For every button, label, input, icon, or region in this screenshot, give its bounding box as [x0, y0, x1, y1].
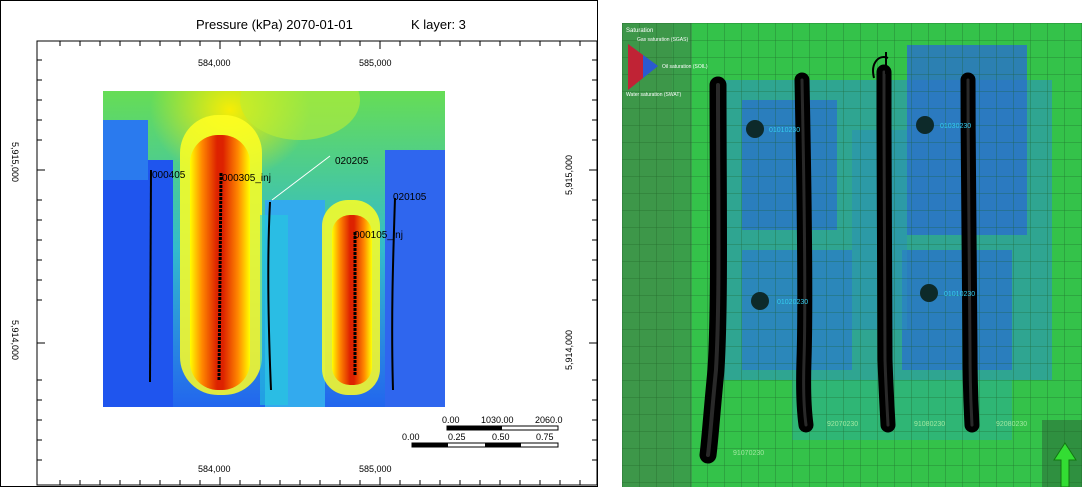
well-label-020205: 020205: [335, 156, 369, 167]
well-trace-020205: [267, 201, 272, 391]
scale-bottom-0: 0.00: [402, 432, 420, 442]
well-label-5: 91070230: [733, 450, 764, 457]
y-tick-left-2: 5,914,000: [10, 320, 20, 360]
well-label-000305-inj: 000305_inj: [222, 173, 271, 184]
scale-bottom-2: 0.50: [492, 432, 510, 442]
x-tick-top-2: 585,000: [359, 58, 392, 68]
scale-bottom-1: 0.25: [448, 432, 466, 442]
saturation-legend: Saturation Gas saturation (SGAS) Oil sat…: [626, 28, 708, 98]
scale-bar: 0.00 1030.00 2060.0 0.00 0.25 0.50 0.75: [402, 415, 563, 448]
x-tick-top-1: 584,000: [198, 58, 231, 68]
well-trace-000405: [149, 169, 152, 383]
scale-top-1: 1030.00: [481, 415, 514, 425]
map-title: Pressure (kPa) 2070-01-01: [196, 17, 353, 32]
x-tick-bottom-2: 585,000: [359, 464, 392, 474]
well-trace-020105: [391, 197, 396, 391]
well-label-7: 91080230: [914, 421, 945, 428]
well-label-8: 92080230: [996, 421, 1027, 428]
scale-bottom-3: 0.75: [536, 432, 554, 442]
well-label-000105-inj: 000105_inj: [354, 230, 403, 241]
legend-gas: Gas saturation (SGAS): [637, 37, 688, 43]
well-marker-2: [916, 116, 934, 134]
pressure-field: [103, 91, 445, 407]
layer-label: K layer: 3: [411, 17, 466, 32]
pressure-map-panel: Pressure (kPa) 2070-01-01 K layer: 3 584…: [0, 0, 598, 487]
y-tick-left-1: 5,915,000: [10, 142, 20, 182]
well-label-4: 01010230: [944, 291, 975, 298]
y-tick-right-2: 5,914,000: [564, 330, 574, 370]
saturation-3d-panel: Saturation Gas saturation (SGAS) Oil sat…: [622, 0, 1082, 487]
axes-frame: [36, 40, 598, 486]
well-label-3: 01020230: [777, 299, 808, 306]
well-markers: [746, 116, 938, 310]
scale-top-0: 0.00: [442, 415, 460, 425]
well-marker-3: [751, 292, 769, 310]
well-pipes: [699, 64, 980, 464]
well-label-6: 92070230: [827, 421, 858, 428]
legend-oil: Oil saturation (SOIL): [662, 64, 708, 70]
well-label-020105: 020105: [393, 192, 427, 203]
well-label-1: 01010230: [769, 127, 800, 134]
well-path-020205: [271, 155, 331, 201]
well-marker-1: [746, 120, 764, 138]
x-tick-bottom-1: 584,000: [198, 464, 231, 474]
north-arrow-icon: [1053, 442, 1077, 487]
well-label-000405: 000405: [152, 170, 186, 181]
well-marker-4: [920, 284, 938, 302]
legend-water: Water saturation (SWAT): [626, 92, 681, 98]
y-tick-right-1: 5,915,000: [564, 155, 574, 195]
scale-top-2: 2060.0: [535, 415, 563, 425]
well-traces: [149, 155, 396, 391]
well-trace-000305-inj: [217, 172, 223, 381]
legend-title: Saturation: [626, 28, 653, 34]
well-label-2: 01030230: [940, 123, 971, 130]
injector-symbol: [872, 52, 889, 79]
